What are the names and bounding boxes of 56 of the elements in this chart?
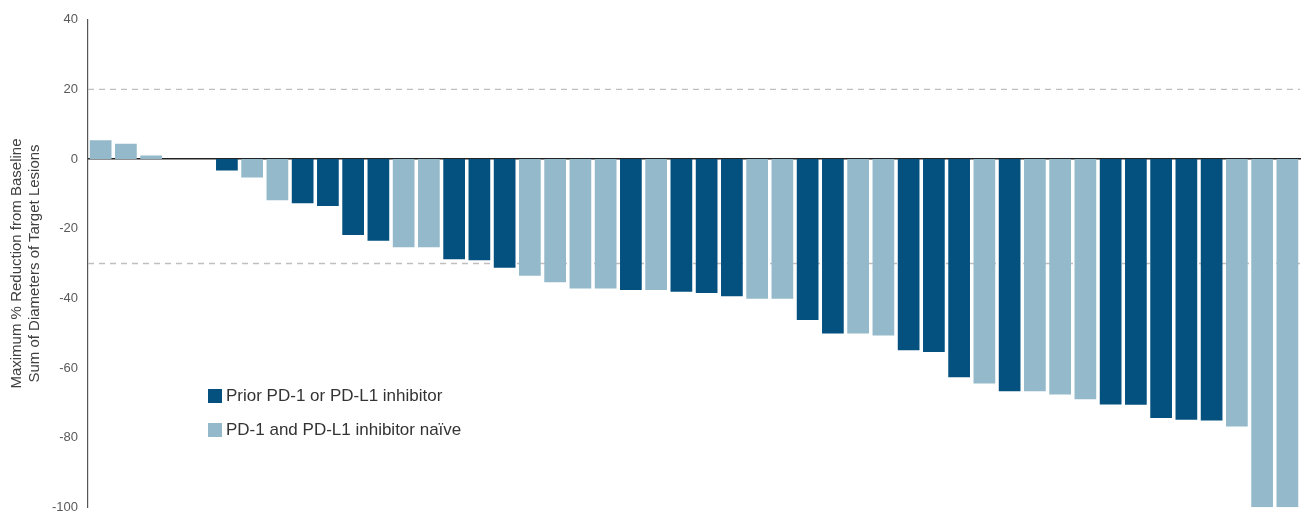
bar — [544, 159, 566, 283]
bar — [1200, 159, 1223, 421]
bar — [872, 159, 895, 336]
bar — [1125, 159, 1147, 405]
bar — [291, 159, 314, 204]
y-tick-label: 20 — [63, 81, 79, 97]
bar — [519, 159, 541, 276]
y-tick-label: 0 — [70, 150, 79, 166]
bar — [266, 159, 289, 201]
y-tick-label: -20 — [59, 220, 79, 236]
bar — [771, 159, 794, 299]
bar — [948, 159, 970, 378]
bar — [1049, 159, 1071, 395]
bar — [695, 159, 718, 294]
y-tick-label: 40 — [63, 11, 79, 27]
bar — [115, 143, 137, 160]
legend-label: Prior PD-1 or PD-L1 inhibitor — [226, 386, 443, 406]
bar — [923, 159, 945, 352]
y-tick-label: -60 — [59, 359, 79, 375]
bar — [342, 159, 364, 235]
bar — [1226, 159, 1248, 427]
bar — [670, 159, 693, 292]
bar — [645, 159, 667, 290]
bar — [1175, 159, 1198, 420]
bar — [418, 159, 440, 248]
bar — [847, 159, 869, 334]
bar — [897, 159, 920, 351]
bar — [392, 159, 415, 248]
y-tick-label: -80 — [59, 429, 79, 445]
bar — [493, 159, 516, 268]
y-axis-title: Maximum % Reduction from Baseline Sum of Diameters of Target Lesions — [7, 138, 43, 389]
bar — [822, 159, 844, 334]
bar — [216, 159, 238, 171]
bar — [1074, 159, 1097, 400]
bar — [973, 159, 996, 384]
bar — [317, 159, 339, 207]
bar — [721, 159, 743, 297]
bar — [746, 159, 768, 299]
bar — [89, 140, 112, 160]
bar — [367, 159, 390, 241]
bar — [594, 159, 617, 289]
legend-label: PD-1 and PD-L1 inhibitor naïve — [226, 420, 462, 440]
y-tick-label: -100 — [51, 498, 79, 514]
bar — [796, 159, 819, 320]
bar — [1251, 159, 1273, 508]
bar — [620, 159, 642, 290]
bar — [443, 159, 465, 260]
bar — [998, 159, 1021, 392]
bar — [569, 159, 592, 289]
y-tick-label: -40 — [59, 289, 79, 305]
bar — [1099, 159, 1122, 405]
bar — [1024, 159, 1046, 392]
bar — [241, 159, 263, 178]
bar — [468, 159, 491, 261]
bar — [1150, 159, 1172, 419]
bar — [1276, 159, 1299, 508]
